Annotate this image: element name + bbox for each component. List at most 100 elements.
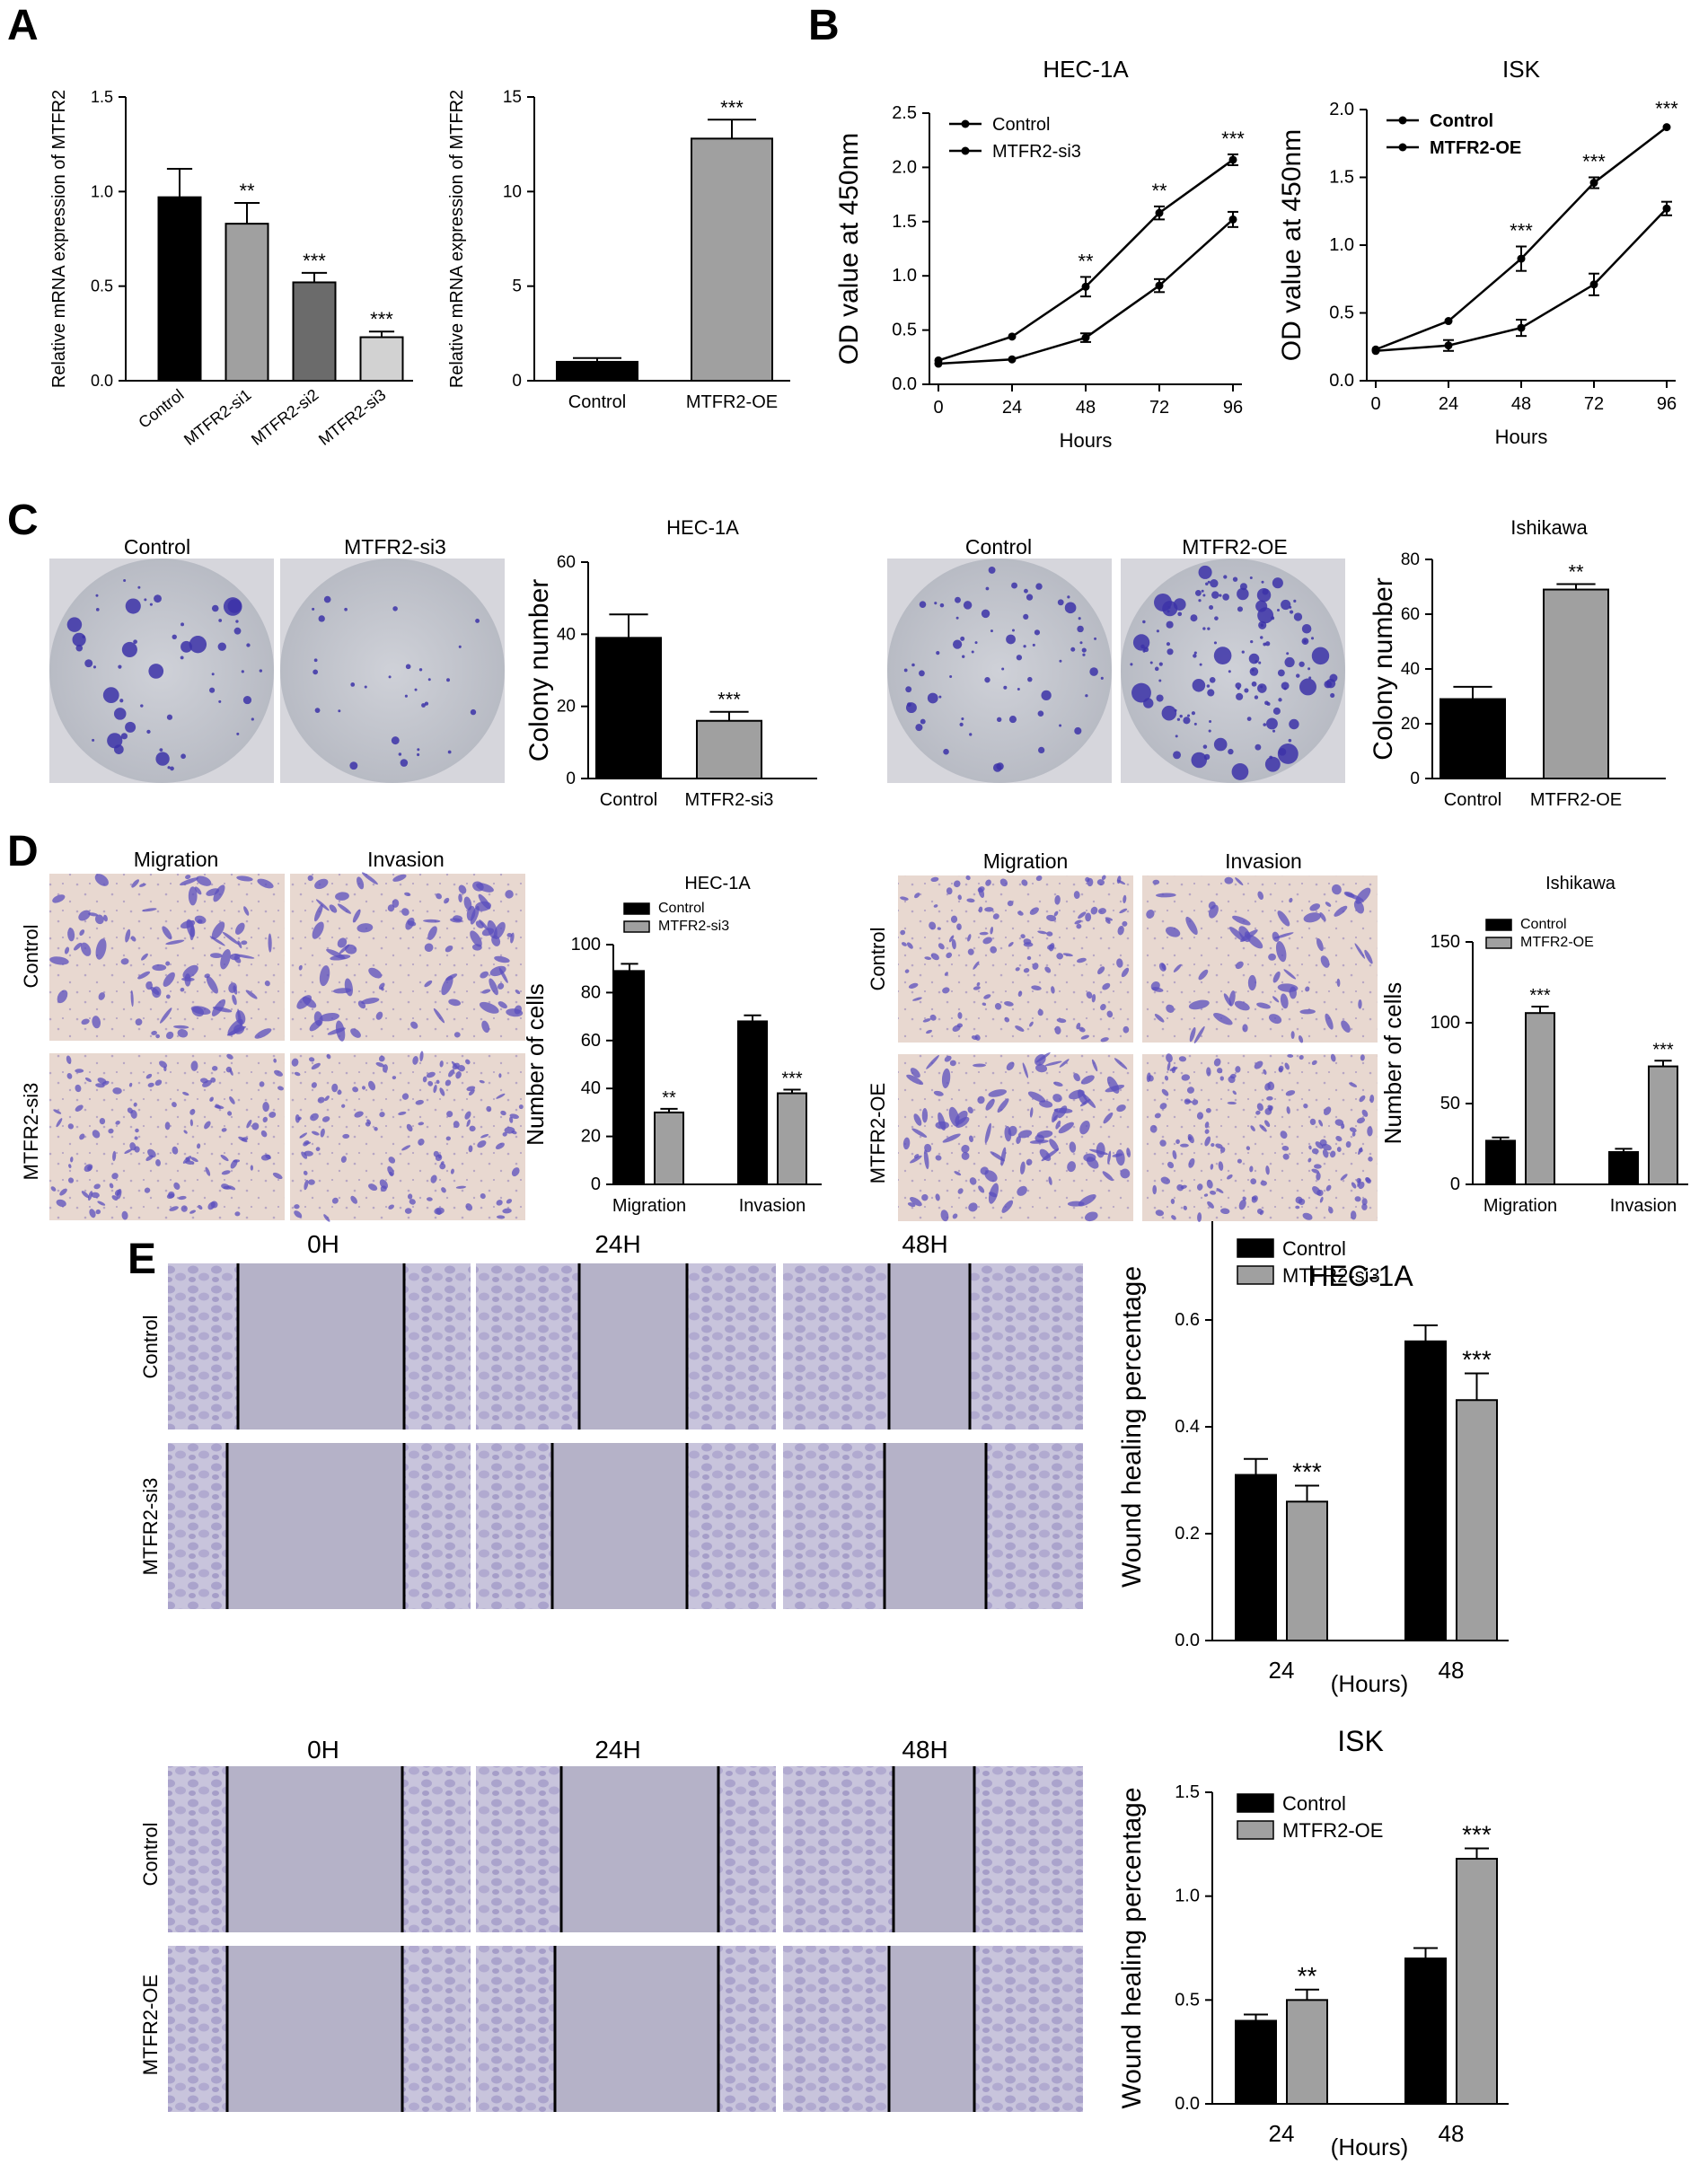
y-tick-label: 80: [581, 982, 601, 1002]
colony-dot: [1263, 723, 1267, 726]
stained-cell: [135, 1018, 143, 1026]
stained-cell: [101, 1080, 110, 1086]
stained-cell: [357, 923, 374, 933]
stained-cell: [1062, 953, 1073, 957]
row-label-oe: MTFR2-OE: [867, 1083, 889, 1183]
stained-cell: [1171, 1215, 1176, 1220]
colony-dot: [350, 682, 356, 687]
colony-dot: [1290, 610, 1294, 614]
stained-cell: [311, 1062, 321, 1070]
colony-dot: [971, 650, 974, 654]
legend-marker: [961, 146, 970, 155]
colony-dot: [400, 759, 409, 767]
stained-cell: [937, 927, 941, 930]
stained-cell: [952, 1213, 958, 1219]
colony-dot: [180, 753, 186, 760]
colony-dot: [218, 699, 222, 703]
stained-cell: [1329, 1150, 1336, 1158]
stained-cell: [1264, 1083, 1271, 1091]
chart-title: HEC-1A: [1043, 56, 1129, 83]
stained-cell: [1197, 1212, 1202, 1222]
bar: [696, 719, 762, 780]
colony-images-ishikawa: Control MTFR2-OE: [887, 535, 1345, 783]
stained-cell: [67, 1123, 75, 1130]
stained-cell: [66, 1073, 73, 1079]
stained-cell: [1001, 1200, 1014, 1213]
stained-cell: [1218, 1161, 1224, 1171]
colony-dot: [75, 644, 84, 652]
colony-dot: [392, 606, 398, 611]
data-point: [1662, 123, 1671, 132]
stained-cell: [942, 987, 950, 994]
stained-cell: [908, 982, 919, 989]
stained-cell: [221, 1170, 231, 1175]
stained-cell: [1119, 908, 1128, 914]
colony-dot: [241, 670, 244, 673]
stained-cell: [162, 926, 172, 940]
stained-cell: [1100, 1037, 1109, 1043]
stained-cell: [412, 1056, 418, 1065]
colony-dot: [1301, 638, 1309, 646]
stained-cell: [211, 921, 225, 939]
stained-cell: [446, 1111, 453, 1118]
colony-dot: [318, 615, 325, 622]
stained-cell: [410, 1021, 418, 1029]
stained-cell: [1205, 1107, 1211, 1113]
colony-dot: [1228, 670, 1231, 673]
stained-cell: [331, 1197, 339, 1204]
stained-cell: [1034, 1054, 1046, 1066]
stained-cell: [398, 1111, 407, 1116]
colony-dot: [217, 642, 226, 651]
stained-cell: [1219, 1076, 1224, 1081]
stained-cell: [1285, 1090, 1296, 1096]
stained-cell: [405, 917, 415, 930]
y-tick-label: 15: [503, 88, 522, 107]
legend-swatch: [1237, 1265, 1274, 1285]
stained-cell: [977, 1095, 985, 1104]
stained-cell: [180, 919, 196, 929]
stained-cell: [84, 1077, 92, 1083]
significance-mark: ***: [1655, 98, 1678, 120]
bar: [1235, 2019, 1277, 2105]
stained-cell: [1097, 966, 1105, 975]
colony-dot: [1198, 599, 1202, 603]
stained-cell: [1307, 1157, 1312, 1163]
wound-gap: [238, 1263, 404, 1430]
stained-cell: [404, 1208, 412, 1214]
stained-cell: [303, 1140, 310, 1147]
colony-label-control: Control: [124, 535, 190, 559]
stained-cell: [365, 1122, 371, 1127]
chart-title: HEC-1A: [1307, 1260, 1413, 1292]
stained-cell: [1358, 1181, 1365, 1190]
stained-cell: [262, 1102, 269, 1113]
stained-cell: [1154, 1014, 1165, 1023]
colony-dot: [1213, 641, 1218, 645]
stained-cell: [510, 932, 515, 944]
stained-cell: [103, 914, 108, 922]
x-tick-label: 0: [933, 398, 943, 418]
stained-cell: [1341, 1020, 1351, 1033]
stained-cell: [1178, 1056, 1187, 1062]
colony-dot: [159, 748, 163, 752]
stained-cell: [178, 1195, 187, 1201]
stained-cell: [1000, 1147, 1007, 1166]
stained-cell: [89, 1209, 96, 1218]
stained-cell: [1017, 1130, 1033, 1139]
stained-cell: [1160, 1176, 1171, 1184]
stained-cell: [1207, 1201, 1214, 1209]
colony-dot: [1077, 625, 1084, 633]
stained-cell: [250, 1165, 253, 1171]
stained-cell: [1354, 943, 1366, 959]
colony-label-control: Control: [965, 535, 1032, 559]
stained-cell: [1020, 934, 1026, 939]
stained-cell: [155, 1034, 161, 1039]
stained-cell: [990, 926, 994, 935]
y-tick-label: 0.0: [1175, 1631, 1200, 1650]
stained-cell: [950, 915, 958, 923]
stained-cell: [1308, 1145, 1312, 1150]
stained-cell: [180, 1205, 188, 1212]
x-tick-label: Control: [1444, 790, 1501, 810]
stained-cell: [151, 1030, 157, 1035]
panel-letter-e: E: [128, 1236, 156, 1283]
stained-cell: [1345, 1140, 1351, 1148]
